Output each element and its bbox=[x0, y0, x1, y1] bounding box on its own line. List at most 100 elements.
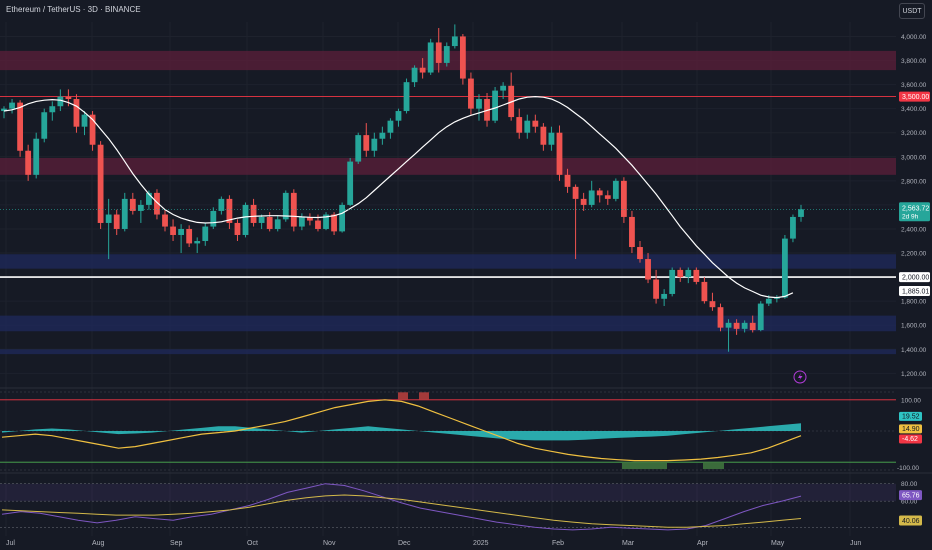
y-tick-label: 3,200.00 bbox=[901, 130, 927, 137]
candle bbox=[210, 207, 217, 229]
candle bbox=[733, 319, 740, 335]
candle bbox=[307, 213, 313, 226]
candle bbox=[596, 188, 603, 203]
overbought-marker bbox=[398, 392, 408, 400]
candle bbox=[129, 192, 136, 215]
candle bbox=[387, 118, 394, 139]
candle bbox=[89, 111, 96, 151]
price-zone bbox=[0, 157, 896, 175]
candle bbox=[395, 108, 402, 127]
candle bbox=[323, 212, 329, 231]
candle bbox=[564, 168, 571, 193]
candle bbox=[427, 38, 434, 75]
candle bbox=[693, 267, 700, 285]
countdown-label: 2d 9h bbox=[902, 213, 919, 220]
candle bbox=[435, 28, 442, 73]
candle bbox=[371, 132, 378, 157]
x-tick-label: Sep bbox=[170, 540, 183, 547]
candle bbox=[339, 202, 346, 233]
candle bbox=[355, 132, 362, 164]
svg-text:3,500.00: 3,500.00 bbox=[902, 94, 929, 101]
y-tick-label: 1,800.00 bbox=[901, 299, 927, 306]
svg-text:19.52: 19.52 bbox=[902, 413, 920, 420]
oscillator-signal-line bbox=[1, 399, 802, 462]
osc-tick-label: 100.00 bbox=[901, 397, 921, 404]
candle bbox=[186, 225, 193, 248]
rsi-value-label: 65.76 bbox=[899, 490, 922, 501]
rsi-tick-label: 60.00 bbox=[901, 499, 918, 506]
oversold-marker bbox=[703, 462, 724, 470]
rsi-band bbox=[0, 483, 896, 502]
osc-tick-label: -100.00 bbox=[897, 465, 919, 472]
candle bbox=[612, 178, 619, 202]
x-tick-label: 2025 bbox=[473, 540, 489, 547]
candle bbox=[701, 277, 708, 304]
candle bbox=[258, 214, 265, 229]
candle bbox=[81, 111, 88, 136]
svg-text:1,885.01: 1,885.01 bbox=[902, 288, 929, 295]
price-zone bbox=[0, 315, 896, 332]
candle bbox=[556, 125, 563, 181]
candle bbox=[685, 267, 692, 284]
candle bbox=[661, 289, 668, 306]
y-tick-label: 2,400.00 bbox=[901, 226, 927, 233]
candle bbox=[65, 89, 72, 107]
candle bbox=[194, 237, 201, 254]
rsi-ma-value-label: 40.06 bbox=[899, 515, 922, 526]
rsi-tick-label: 80.00 bbox=[901, 481, 918, 488]
y-tick-label: 1,600.00 bbox=[901, 323, 927, 330]
chart-title: Ethereum / TetherUS · 3D · BINANCE bbox=[6, 5, 141, 14]
x-tick-label: Mar bbox=[622, 540, 635, 547]
candle bbox=[411, 65, 418, 87]
y-tick-label: 2,800.00 bbox=[901, 178, 927, 185]
x-tick-label: Feb bbox=[552, 540, 564, 547]
osc-signal-label: 14.90 bbox=[899, 424, 922, 434]
y-tick-label: 3,600.00 bbox=[901, 82, 927, 89]
candle bbox=[741, 320, 748, 333]
candle bbox=[242, 202, 249, 238]
candle bbox=[717, 303, 724, 332]
osc-value-label: 19.52 bbox=[899, 411, 922, 421]
candle bbox=[25, 144, 32, 181]
price-zone bbox=[0, 254, 896, 269]
candle bbox=[49, 101, 56, 121]
candle bbox=[266, 212, 273, 232]
candle bbox=[419, 58, 426, 79]
candle bbox=[798, 204, 804, 222]
oversold-marker bbox=[622, 462, 667, 470]
svg-text:2,000.00: 2,000.00 bbox=[902, 275, 929, 282]
x-tick-label: Aug bbox=[92, 540, 105, 547]
candle bbox=[548, 126, 555, 151]
candle bbox=[500, 82, 507, 100]
candle bbox=[524, 114, 531, 139]
candle bbox=[97, 141, 104, 229]
osc-neg-label: -4.62 bbox=[899, 434, 922, 444]
candle bbox=[749, 315, 756, 333]
ma-value-label: 1,885.01 bbox=[899, 285, 930, 296]
overbought-marker bbox=[419, 392, 429, 400]
currency-button[interactable]: USDT bbox=[899, 3, 925, 19]
candle bbox=[620, 177, 627, 223]
y-tick-label: 1,400.00 bbox=[901, 347, 927, 354]
candle bbox=[234, 219, 241, 242]
candle bbox=[274, 215, 281, 232]
candle bbox=[645, 253, 651, 284]
candle bbox=[669, 267, 676, 297]
candle bbox=[540, 123, 547, 151]
x-tick-label: Oct bbox=[247, 540, 258, 547]
candle bbox=[757, 301, 764, 332]
candle bbox=[113, 209, 120, 235]
x-tick-label: Jun bbox=[850, 540, 861, 547]
candle bbox=[782, 234, 788, 299]
y-tick-label: 1,200.00 bbox=[901, 371, 927, 378]
candle bbox=[588, 180, 595, 208]
candle bbox=[508, 72, 515, 121]
candle bbox=[677, 267, 684, 282]
candle bbox=[580, 192, 587, 211]
x-tick-label: Apr bbox=[697, 540, 709, 547]
lightning-icon bbox=[793, 370, 807, 384]
candle bbox=[347, 157, 354, 207]
candle bbox=[653, 269, 659, 304]
